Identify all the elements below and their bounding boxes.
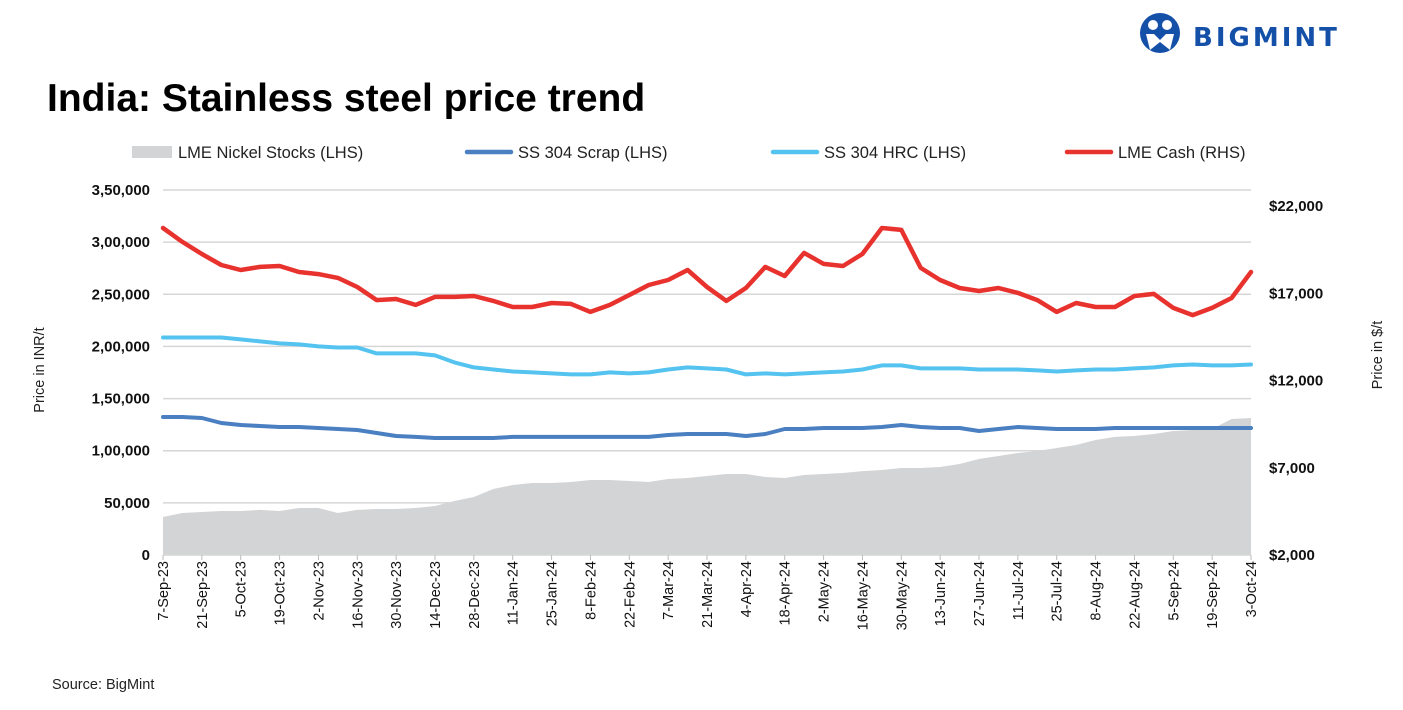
x-tick-label: 27-Jun-24 [972,561,988,626]
x-tick-label: 7-Mar-24 [661,561,677,620]
x-tick-label: 4-Apr-24 [739,561,755,617]
y-tick-label: 0 [142,547,150,564]
legend-item: LME Cash (RHS) [1064,144,1245,162]
logo-text: BIGMINT [1193,23,1340,53]
legend-label: SS 304 HRC (LHS) [824,144,966,162]
legend-label: LME Cash (RHS) [1118,144,1245,162]
x-tick-label: 13-Jun-24 [933,561,949,626]
x-tick-label: 30-Nov-23 [389,561,405,629]
x-tick-label: 28-Dec-23 [467,561,483,629]
y-right-tick-label: $7,000 [1269,460,1315,477]
x-tick-label: 21-Sep-23 [195,561,211,629]
source-note: Source: BigMint [52,677,154,693]
logo-mark-icon [1140,13,1180,53]
x-tick-label: 7-Sep-23 [156,561,172,621]
area-fill [163,418,1251,555]
series-layer [160,225,1254,555]
x-tick-label: 14-Dec-23 [428,561,444,629]
series-lme-cash-rhs [160,225,1254,318]
x-tick-label: 8-Feb-24 [583,561,599,620]
x-tick-label: 19-Sep-24 [1205,561,1221,629]
x-tick-label: 30-May-24 [894,561,910,630]
x-tick-label: 16-Nov-23 [350,561,366,629]
y-tick-label: 50,000 [104,495,150,512]
y-right-tick-label: $12,000 [1269,373,1323,390]
x-tick-label: 21-Mar-24 [700,561,716,628]
legend-item: SS 304 Scrap (LHS) [464,144,667,162]
y-right-tick-label: $17,000 [1269,285,1323,302]
y-axis-right: $2,000 $7,000 $12,000 $17,000 $22,000 [1269,198,1323,564]
y-axis-left-title: Price in INR/t [32,327,48,412]
legend-item: LME Nickel Stocks (LHS) [132,144,363,162]
legend-swatch [132,146,172,158]
y-right-tick-label: $2,000 [1269,547,1315,564]
x-tick-label: 25-Jan-24 [545,561,561,626]
series-line [161,335,1253,377]
x-tick-label: 22-Feb-24 [622,561,638,628]
legend-label: SS 304 Scrap (LHS) [518,144,667,162]
series-line [161,415,1253,440]
legend-label: LME Nickel Stocks (LHS) [178,144,363,162]
legend: LME Nickel Stocks (LHS) SS 304 Scrap (LHS… [132,144,1245,162]
x-tick-label: 2-May-24 [817,561,833,622]
x-tick-label: 16-May-24 [855,561,871,630]
y-axis-right-title: Price in $/t [1370,321,1386,390]
x-tick-label: 22-Aug-24 [1127,561,1143,629]
x-tick-label: 18-Apr-24 [778,561,794,625]
x-tick-label: 11-Jul-24 [1011,561,1027,620]
y-tick-label: 2,50,000 [92,286,150,303]
y-right-tick-label: $22,000 [1269,198,1323,215]
x-tick-label: 25-Jul-24 [1050,561,1066,621]
chart-title: India: Stainless steel price trend [47,77,645,120]
x-tick-label: 5-Oct-23 [234,561,250,617]
series-ss-304-scrap-lhs [161,415,1253,440]
series-lme-nickel-stocks-lhs [163,418,1251,555]
legend-item: SS 304 HRC (LHS) [770,144,966,162]
x-axis: 7-Sep-23 21-Sep-23 5-Oct-23 19-Oct-23 2-Nov-… [156,554,1260,630]
y-tick-label: 2,00,000 [92,338,150,355]
x-tick-label: 11-Jan-24 [506,561,522,625]
series-ss-304-hrc-lhs [161,335,1253,377]
series-line [160,225,1254,318]
y-tick-label: 3,50,000 [92,182,150,199]
x-tick-label: 8-Aug-24 [1089,561,1105,621]
x-tick-label: 3-Oct-24 [1244,561,1260,617]
y-tick-label: 3,00,000 [92,234,150,251]
x-tick-label: 5-Sep-24 [1166,561,1182,621]
x-tick-label: 2-Nov-23 [311,561,327,621]
y-tick-label: 1,50,000 [92,391,150,408]
bigmint-logo: BIGMINT [1140,13,1340,53]
y-tick-label: 1,00,000 [92,443,150,460]
y-axis-left: 0 50,000 1,00,000 1,50,000 2,00,000 2,50,000 3… [92,182,150,564]
x-tick-label: 19-Oct-23 [273,561,289,625]
